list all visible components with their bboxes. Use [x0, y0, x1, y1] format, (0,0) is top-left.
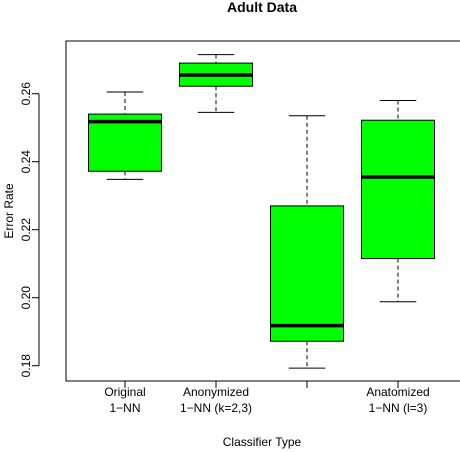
x-tick-label-0-line2: 1−NN — [109, 401, 140, 415]
x-tick-label-1-line1: Anonymized — [183, 385, 249, 399]
y-tick-label-0: 0.18 — [19, 354, 33, 378]
x-axis: Original 1−NN Anonymized 1−NN (k=2,3) Anatom… — [104, 380, 430, 415]
x-tick-label-1-line2: 1−NN (k=2,3) — [180, 401, 252, 415]
x-tick-label-0-line1: Original — [104, 385, 145, 399]
chart-title: Adult Data — [227, 0, 297, 15]
y-axis-label: Error Rate — [2, 183, 16, 239]
box-3-iqr — [361, 119, 435, 260]
box-0-iqr — [88, 113, 162, 172]
x-tick-label-3-line2: 1−NN (l=3) — [369, 401, 428, 415]
y-tick-label-3: 0.24 — [19, 150, 33, 174]
box-2-iqr — [270, 205, 344, 342]
y-axis: 0.18 0.20 0.22 0.24 0.26 — [19, 82, 40, 378]
x-axis-label: Classifier Type — [223, 435, 302, 449]
y-tick-label-4: 0.26 — [19, 82, 33, 106]
y-tick-label-1: 0.20 — [19, 286, 33, 310]
x-tick-label-3-line1: Anatomized — [366, 385, 429, 399]
boxes — [88, 54, 435, 369]
y-tick-label-2: 0.22 — [19, 218, 33, 242]
